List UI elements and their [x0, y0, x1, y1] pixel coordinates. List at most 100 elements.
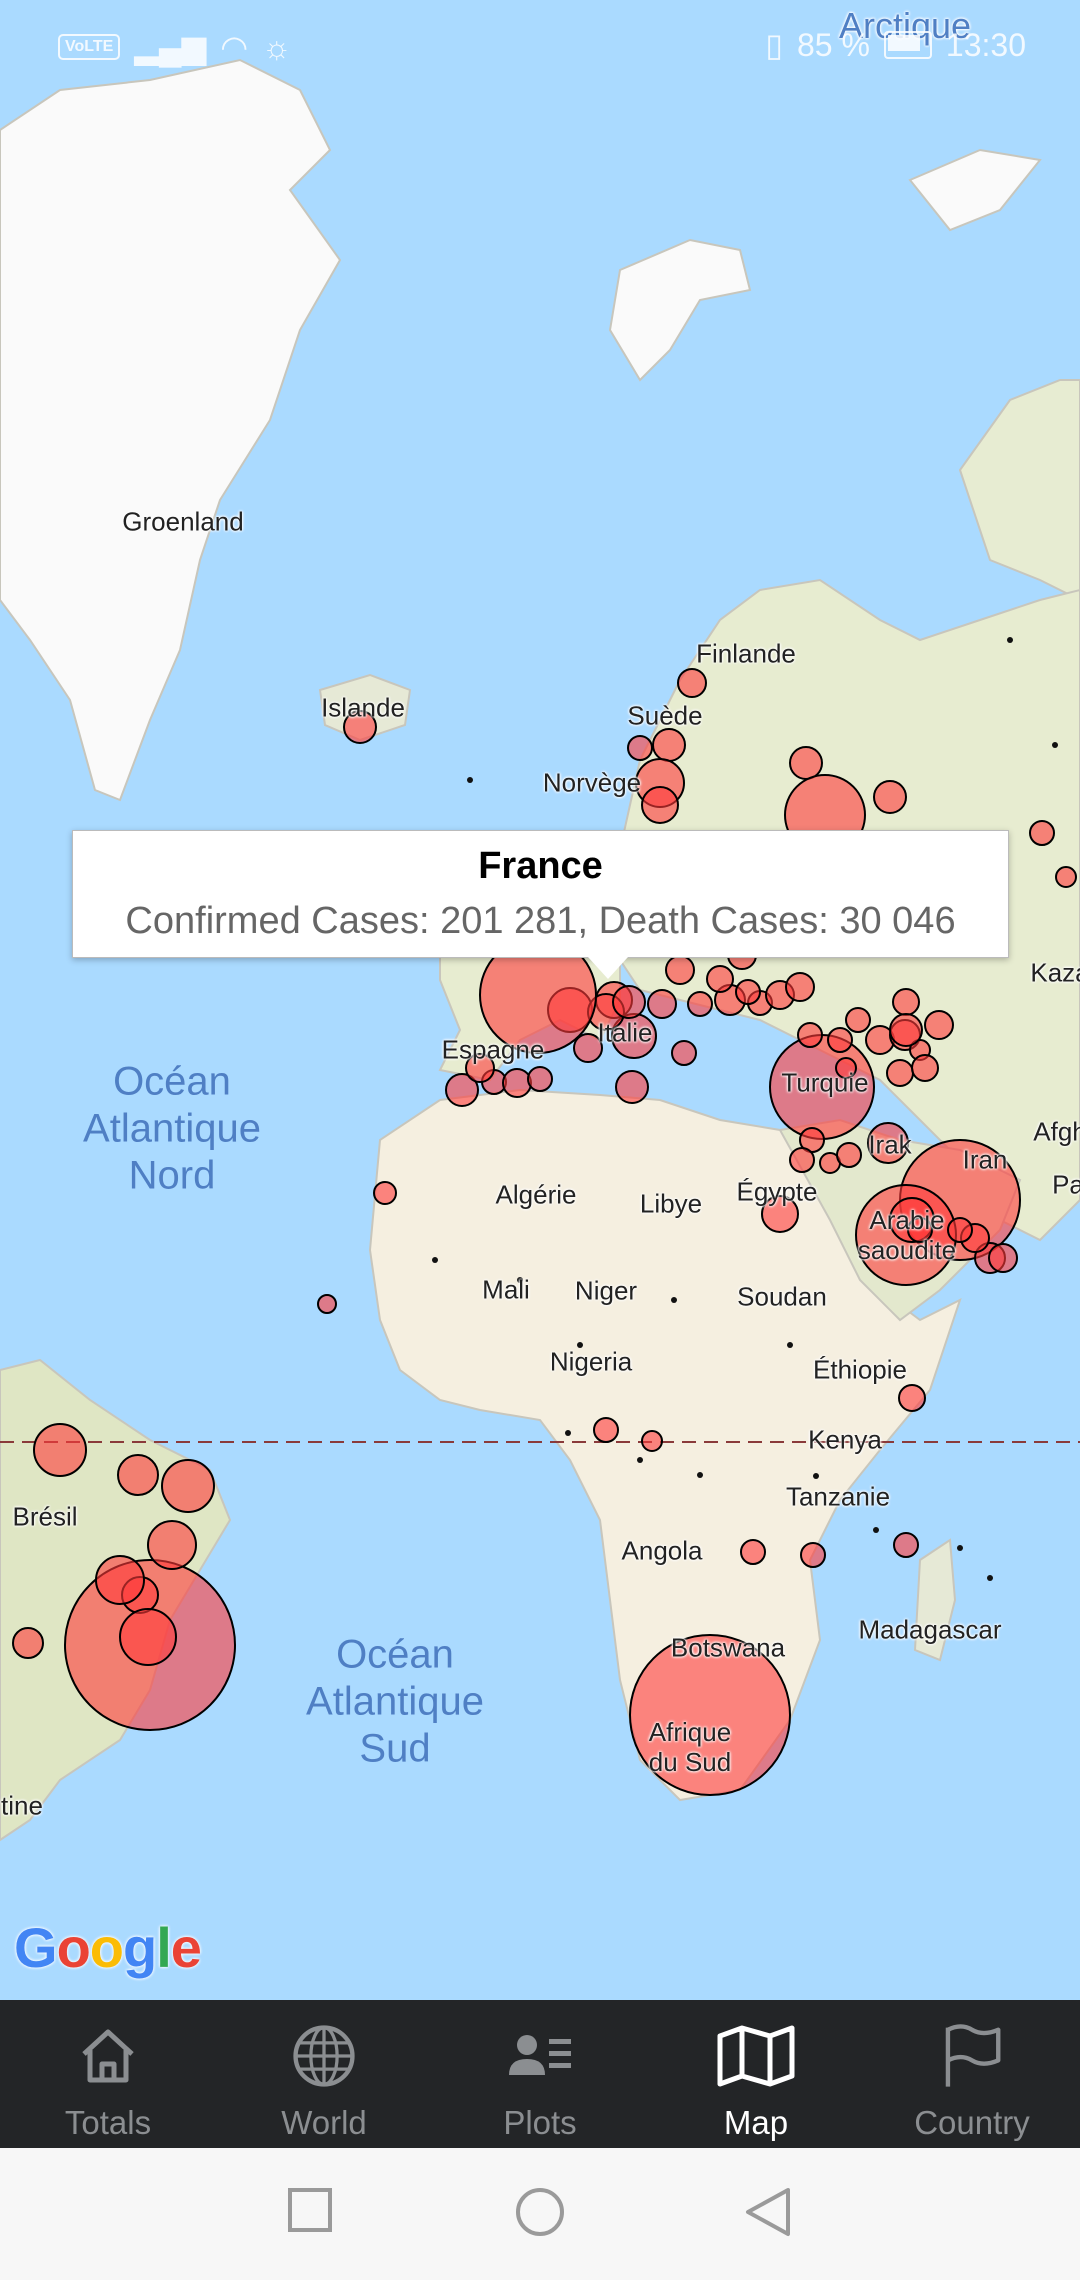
- circle-icon: [516, 2188, 564, 2236]
- case-marker[interactable]: [898, 1384, 926, 1412]
- back-button[interactable]: [744, 2186, 792, 2243]
- case-marker[interactable]: [892, 988, 920, 1016]
- case-dot[interactable]: [987, 1575, 993, 1581]
- case-marker[interactable]: [641, 786, 679, 824]
- nav-map-label: Map: [723, 2104, 789, 2141]
- case-dot[interactable]: [517, 1277, 523, 1283]
- case-dot[interactable]: [697, 1472, 703, 1478]
- case-marker[interactable]: [573, 1033, 603, 1063]
- case-dot[interactable]: [1007, 637, 1013, 643]
- label-afrique-du-sud: Afrique du Sud: [648, 1717, 732, 1777]
- case-marker[interactable]: [12, 1627, 44, 1659]
- case-marker[interactable]: [652, 728, 686, 762]
- home-button[interactable]: [514, 2186, 566, 2243]
- case-marker[interactable]: [627, 735, 653, 761]
- case-marker[interactable]: [845, 1007, 871, 1033]
- nav-plots[interactable]: Plots: [432, 2000, 648, 2148]
- label-ocean-atlantique-sud: Océan Atlantique Sud: [306, 1632, 484, 1771]
- label-irak: Irak: [868, 1129, 912, 1160]
- case-marker[interactable]: [911, 1054, 939, 1082]
- case-marker[interactable]: [95, 1555, 145, 1605]
- case-marker[interactable]: [317, 1294, 337, 1314]
- case-dot[interactable]: [671, 1297, 677, 1303]
- nav-country[interactable]: Country: [864, 2000, 1080, 2148]
- case-marker[interactable]: [988, 1243, 1018, 1273]
- case-marker[interactable]: [445, 1073, 479, 1107]
- case-dot[interactable]: [565, 1430, 571, 1436]
- case-marker[interactable]: [687, 991, 713, 1017]
- case-marker[interactable]: [886, 1059, 914, 1087]
- case-marker[interactable]: [465, 1053, 495, 1083]
- case-marker[interactable]: [867, 1122, 909, 1164]
- label-italie: Italie: [597, 1017, 653, 1048]
- case-marker[interactable]: [527, 1066, 553, 1092]
- case-marker[interactable]: [740, 1539, 766, 1565]
- case-marker[interactable]: [647, 989, 677, 1019]
- case-dot[interactable]: [637, 1457, 643, 1463]
- case-marker[interactable]: [593, 1417, 619, 1443]
- map-canvas: [0, 58, 1080, 1842]
- world-map[interactable]: Arctique Groenland Islande Finlande Suèd…: [0, 0, 1080, 2000]
- case-dot[interactable]: [467, 777, 473, 783]
- case-marker[interactable]: [343, 710, 377, 744]
- case-marker[interactable]: [800, 1542, 826, 1568]
- case-marker[interactable]: [735, 979, 761, 1005]
- case-marker[interactable]: [924, 1010, 954, 1040]
- case-marker[interactable]: [119, 1608, 177, 1666]
- case-marker[interactable]: [947, 1217, 973, 1243]
- nav-totals-label: Totals: [64, 2104, 152, 2141]
- case-marker[interactable]: [1055, 866, 1077, 888]
- case-marker[interactable]: [629, 1634, 791, 1796]
- label-tanzanie: Tanzanie: [785, 1481, 891, 1512]
- case-marker[interactable]: [671, 1040, 697, 1066]
- wifi-icon: ◠: [220, 29, 249, 65]
- case-marker[interactable]: [665, 955, 695, 985]
- case-markers: [12, 637, 1077, 1796]
- case-marker[interactable]: [502, 1068, 532, 1098]
- case-marker[interactable]: [785, 972, 815, 1002]
- case-marker[interactable]: [836, 1142, 862, 1168]
- case-marker[interactable]: [677, 668, 707, 698]
- case-dot[interactable]: [1052, 742, 1058, 748]
- case-marker[interactable]: [706, 965, 734, 993]
- case-dot[interactable]: [873, 1527, 879, 1533]
- nav-totals[interactable]: Totals: [0, 2000, 216, 2148]
- case-marker[interactable]: [612, 985, 646, 1019]
- case-marker[interactable]: [789, 1147, 815, 1173]
- case-dot[interactable]: [813, 1473, 819, 1479]
- nav-map[interactable]: Map: [648, 2000, 864, 2148]
- signal-icon: ▂▄▆: [134, 29, 207, 65]
- label-niger: Niger: [574, 1275, 638, 1306]
- label-turquie: Turquie: [781, 1067, 869, 1098]
- case-marker[interactable]: [33, 1423, 87, 1477]
- case-dot[interactable]: [957, 1545, 963, 1551]
- case-marker[interactable]: [117, 1454, 159, 1496]
- label-pa: Pa: [1052, 1169, 1080, 1200]
- case-marker[interactable]: [615, 1070, 649, 1104]
- square-icon: [288, 2188, 332, 2232]
- case-marker[interactable]: [827, 1027, 853, 1053]
- case-marker[interactable]: [1029, 820, 1055, 846]
- nav-world[interactable]: World: [216, 2000, 432, 2148]
- case-marker[interactable]: [147, 1520, 197, 1570]
- case-marker[interactable]: [835, 1057, 857, 1079]
- case-dot[interactable]: [787, 1342, 793, 1348]
- case-marker[interactable]: [789, 746, 823, 780]
- triangle-back-icon: [746, 2188, 790, 2236]
- battery-percent: 85 %: [796, 26, 870, 63]
- case-dot[interactable]: [432, 1257, 438, 1263]
- country-info-window[interactable]: France Confirmed Cases: 201 281, Death C…: [72, 830, 1009, 979]
- case-marker[interactable]: [889, 1013, 923, 1047]
- case-marker[interactable]: [873, 780, 907, 814]
- label-soudan: Soudan: [737, 1281, 827, 1312]
- case-marker[interactable]: [373, 1181, 397, 1205]
- case-marker[interactable]: [641, 1430, 663, 1452]
- case-marker[interactable]: [797, 1022, 823, 1048]
- case-marker[interactable]: [893, 1532, 919, 1558]
- recents-button[interactable]: [286, 2186, 334, 2239]
- case-marker[interactable]: [907, 1217, 933, 1243]
- case-marker[interactable]: [761, 1195, 799, 1233]
- case-marker[interactable]: [161, 1459, 215, 1513]
- label-egypte: Égypte: [736, 1176, 818, 1207]
- case-dot[interactable]: [577, 1342, 583, 1348]
